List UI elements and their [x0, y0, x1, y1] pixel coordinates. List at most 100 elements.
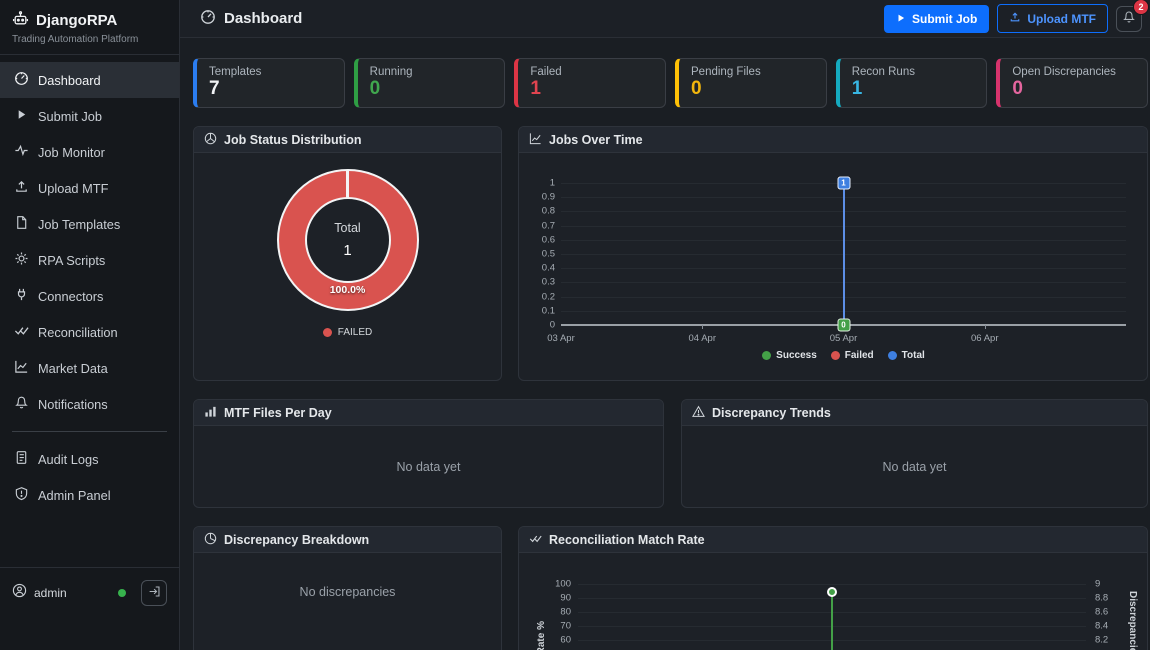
activity-icon	[14, 143, 29, 161]
person-icon	[12, 583, 27, 603]
notification-badge: 2	[1133, 0, 1149, 15]
job-status-chart: Total 1 100.0% FAILED	[194, 153, 501, 380]
panel-title: Reconciliation Match Rate	[549, 532, 705, 547]
brand: DjangoRPA Trading Automation Platform	[0, 0, 179, 55]
sidebar-item-label: Dashboard	[38, 72, 101, 88]
dashboard-content: Templates 7 Running 0 Failed 1 Pending F…	[180, 38, 1150, 650]
brand-subtitle: Trading Automation Platform	[12, 34, 139, 45]
sidebar-item-job-monitor[interactable]: Job Monitor	[0, 134, 179, 170]
y-tick-label: 0.2	[541, 291, 555, 303]
left-tick-label: 90	[560, 592, 571, 604]
sidebar-item-label: Job Templates	[38, 216, 121, 232]
right-axis-title: Discrepancies	[1127, 591, 1138, 650]
data-point-match-rate	[827, 587, 837, 598]
y-tick-label: 0.5	[541, 248, 555, 260]
legend-item-failed[interactable]: Failed	[830, 350, 874, 361]
y-tick-label: 0.9	[541, 191, 555, 203]
right-tick-label: 9	[1095, 578, 1101, 590]
sidebar-nav: Dashboard Submit Job Job Monitor Upload …	[0, 55, 179, 422]
sidebar-item-market-data[interactable]: Market Data	[0, 350, 179, 386]
sidebar-item-connectors[interactable]: Connectors	[0, 278, 179, 314]
legend-item-success[interactable]: Success	[762, 350, 817, 361]
legend-item-total[interactable]: Total	[887, 350, 925, 361]
y-tick-label: 0.7	[541, 220, 555, 232]
discrepancy-breakdown-panel: Discrepancy Breakdown No discrepancies	[193, 526, 502, 650]
y-tick-label: 1	[549, 177, 555, 189]
empty-state: No data yet	[396, 459, 461, 474]
gear-icon	[14, 251, 29, 269]
notifications-button[interactable]	[1116, 5, 1142, 32]
double-check-icon	[14, 323, 29, 341]
sidebar-item-reconciliation[interactable]: Reconciliation	[0, 314, 179, 350]
legend-dot	[762, 351, 772, 360]
line-chart-icon	[529, 132, 542, 148]
sidebar-item-job-templates[interactable]: Job Templates	[0, 206, 179, 242]
logout-button[interactable]	[141, 580, 167, 606]
sidebar-item-rpa-scripts[interactable]: RPA Scripts	[0, 242, 179, 278]
sidebar: DjangoRPA Trading Automation Platform Da…	[0, 0, 180, 650]
chart-legend: Success Failed Total	[561, 350, 1126, 361]
speedometer-icon	[14, 71, 29, 89]
sidebar-item-admin-panel[interactable]: Admin Panel	[0, 477, 179, 513]
mtf-files-panel: MTF Files Per Day No data yet	[193, 399, 664, 508]
sidebar-item-label: Connectors	[38, 288, 104, 304]
y-tick-label: 0.3	[541, 276, 555, 288]
left-tick-label: 80	[560, 606, 571, 618]
double-check-icon	[529, 532, 542, 548]
sidebar-item-label: Audit Logs	[38, 451, 99, 467]
topbar: Dashboard Submit Job Upload MTF 2	[180, 0, 1150, 38]
online-status-dot	[118, 589, 126, 597]
shield-icon	[14, 486, 29, 504]
legend-dot	[887, 351, 897, 360]
stat-card-pending-files: Pending Files 0	[675, 58, 827, 108]
x-tick-label: 06 Apr	[971, 333, 999, 344]
stat-card-templates: Templates 7	[193, 58, 345, 108]
y-tick-label: 0.4	[541, 262, 555, 274]
sidebar-item-label: Reconciliation	[38, 324, 118, 340]
empty-state: No discrepancies	[299, 585, 396, 599]
play-icon	[896, 12, 906, 26]
sidebar-item-label: Submit Job	[38, 108, 103, 124]
left-tick-label: 60	[560, 634, 571, 646]
stat-card-failed: Failed 1	[514, 58, 667, 108]
warning-icon	[692, 405, 705, 421]
right-tick-label: 8.4	[1095, 620, 1109, 632]
donut-legend[interactable]: FAILED	[194, 327, 501, 338]
bell-icon	[1122, 10, 1136, 27]
pie-spokes-icon	[204, 132, 217, 148]
sidebar-item-dashboard[interactable]: Dashboard	[0, 62, 179, 98]
x-tick-label: 04 Apr	[688, 333, 716, 344]
panel-title: Job Status Distribution	[224, 132, 362, 147]
right-tick-label: 8.2	[1095, 634, 1109, 646]
upload-mtf-button[interactable]: Upload MTF	[997, 4, 1108, 33]
job-status-panel: Job Status Distribution Total 1 100.0%	[193, 126, 502, 381]
sidebar-item-notifications[interactable]: Notifications	[0, 386, 179, 422]
panel-title: Discrepancy Breakdown	[224, 532, 370, 547]
file-icon	[14, 215, 29, 233]
sidebar-item-label: Job Monitor	[38, 144, 105, 160]
sidebar-item-label: Market Data	[38, 360, 108, 376]
bar-chart-icon	[204, 405, 217, 421]
right-tick-label: 8.6	[1095, 606, 1109, 618]
x-tick-label: 05 Apr	[829, 333, 858, 344]
jobs-over-time-chart: 1 0.9 0.8 0.7 0.6 0.5 0.4 0.3 0.2 0.1 0 03 Apr 04 Ap…	[519, 153, 1147, 380]
sidebar-item-audit-logs[interactable]: Audit Logs	[0, 441, 179, 477]
sidebar-item-submit-job[interactable]: Submit Job	[0, 98, 179, 134]
stat-card-open-discrepancies: Open Discrepancies 0	[996, 58, 1149, 108]
sidebar-item-upload-mtf[interactable]: Upload MTF	[0, 170, 179, 206]
sidebar-item-label: Admin Panel	[38, 487, 111, 503]
data-point-success: 0	[837, 318, 850, 332]
sidebar-footer: admin	[0, 567, 179, 650]
bell-icon	[14, 395, 29, 413]
sidebar-divider	[12, 431, 167, 432]
y-tick-label: 0.6	[541, 234, 555, 246]
logout-icon	[148, 585, 161, 601]
play-icon	[14, 107, 29, 125]
empty-state: No data yet	[882, 459, 947, 474]
submit-job-button[interactable]: Submit Job	[884, 4, 990, 33]
stat-card-running: Running 0	[353, 58, 506, 108]
upload-icon	[14, 179, 29, 197]
left-tick-label: 100	[555, 578, 571, 590]
panel-title: Jobs Over Time	[549, 132, 643, 147]
y-tick-label: 0	[549, 319, 555, 331]
